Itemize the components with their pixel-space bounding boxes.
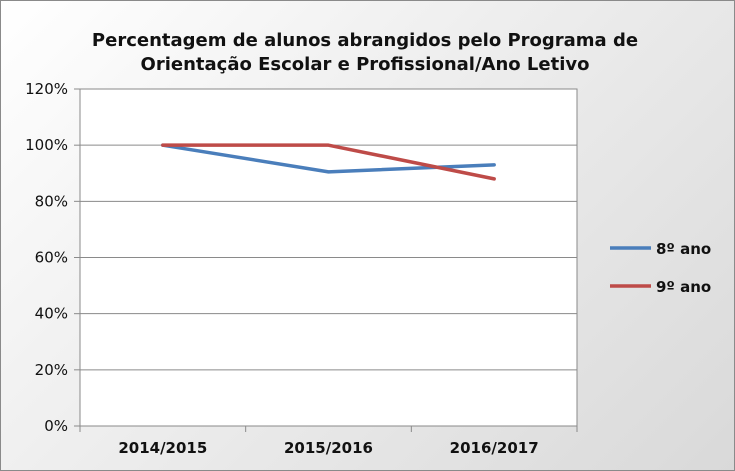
y-tick-label: 0% [44, 417, 68, 435]
x-tick-label: 2015/2016 [284, 439, 373, 457]
chart-title-line-1: Percentagem de alunos abrangidos pelo Pr… [91, 30, 639, 51]
legend: 8º ano 9º ano [610, 240, 711, 296]
y-tick-label: 80% [35, 192, 68, 210]
y-tick-label: 20% [35, 361, 68, 379]
y-tick-label: 40% [35, 305, 68, 323]
series-lines [161, 143, 496, 181]
legend-label: 9º ano [656, 278, 711, 296]
y-axis-ticks: 0% 20% 40% 60% 80% 100% 120% [25, 80, 68, 435]
chart-title-line-2: Orientação Escolar e Profissional/Ano Le… [140, 54, 590, 75]
y-tick-label: 100% [25, 136, 68, 154]
series-line-2 [161, 143, 496, 181]
legend-label: 8º ano [656, 240, 711, 258]
x-axis-ticks: 2014/2015 2015/2016 2016/2017 [79, 426, 578, 457]
x-tick-label: 2016/2017 [450, 439, 539, 457]
x-tick-label: 2014/2015 [118, 439, 207, 457]
chart-title: Percentagem de alunos abrangidos pelo Pr… [41, 29, 689, 77]
y-tick-label: 120% [25, 80, 68, 98]
y-tick-label: 60% [35, 249, 68, 267]
